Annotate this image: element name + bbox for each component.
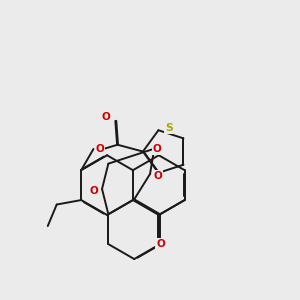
Text: O: O [95, 144, 104, 154]
Text: O: O [156, 239, 165, 249]
Text: S: S [165, 124, 173, 134]
Text: O: O [153, 171, 162, 181]
Text: O: O [102, 112, 110, 122]
Text: O: O [90, 186, 99, 196]
Text: O: O [153, 144, 161, 154]
